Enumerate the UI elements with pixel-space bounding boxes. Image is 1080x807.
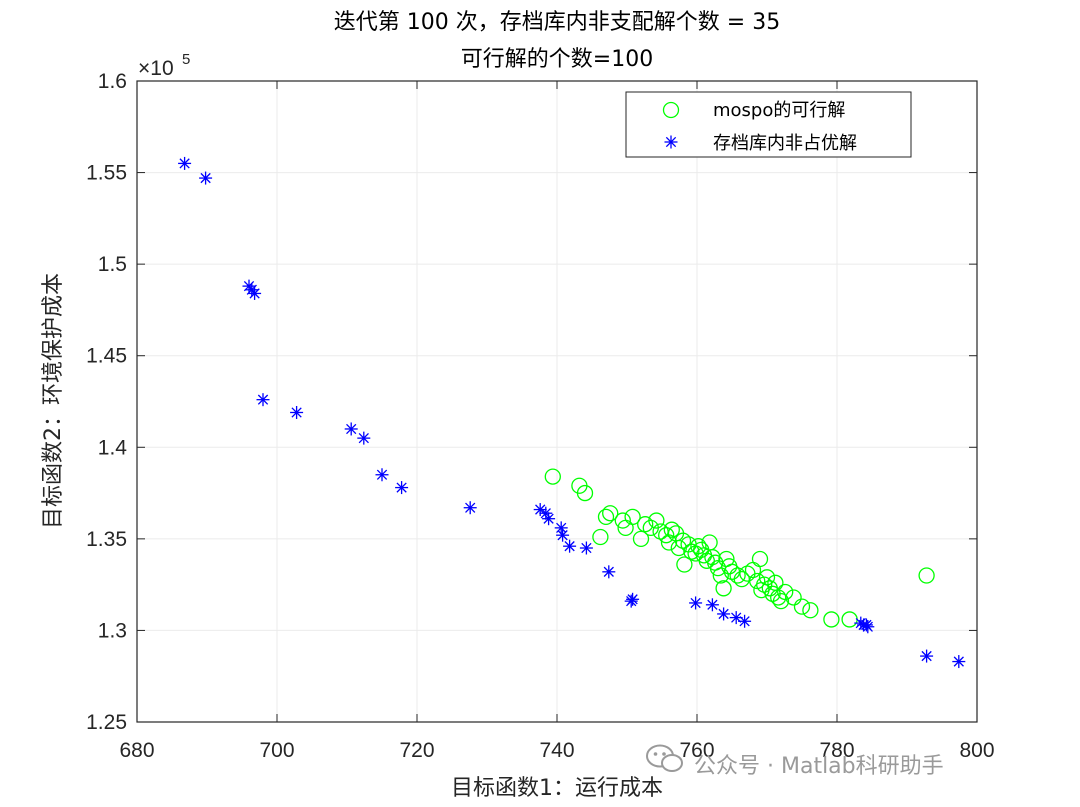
archive-solution-point	[395, 481, 409, 495]
x-tick-label: 700	[259, 739, 294, 762]
y-exponent-power: 5	[182, 51, 190, 68]
y-exponent-base: ×10	[138, 57, 174, 80]
watermark-text: 公众号 · Matlab科研助手	[694, 754, 944, 779]
legend-label-feasible: mospo的可行解	[713, 100, 845, 121]
feasible-solution-point	[637, 516, 654, 533]
archive-solution-point	[705, 598, 719, 612]
archive-solution-point	[375, 468, 389, 482]
y-tick-label: 1.35	[86, 528, 127, 551]
feasible-solution-point	[777, 583, 794, 601]
x-tick-label: 760	[679, 739, 714, 762]
feasible-solution-point	[648, 512, 665, 529]
archive-solution-point	[256, 393, 270, 407]
feasible-solution-point	[663, 521, 680, 538]
archive-solution-point	[357, 431, 371, 445]
x-tick-label: 800	[959, 739, 994, 762]
feasible-solution-point	[756, 576, 773, 593]
feasible-solution-point	[658, 527, 675, 544]
y-tick-label: 1.45	[86, 345, 127, 368]
chart-title: 迭代第 100 次，存档库内非支配解个数 = 35	[334, 10, 780, 35]
archive-solution-point	[717, 607, 731, 621]
archive-solution-point	[542, 512, 556, 526]
feasible-solution-point	[751, 550, 769, 568]
legend-asterisk-marker	[664, 135, 678, 149]
archive-solution-point	[248, 286, 262, 300]
feasible-solution-point	[576, 484, 594, 502]
feasible-solution-point	[674, 532, 692, 549]
x-tick-label: 780	[819, 739, 854, 762]
watermark: 公众号 · Matlab科研助手	[646, 744, 944, 779]
feasible-solution-point	[802, 602, 819, 619]
data-points	[178, 156, 966, 669]
y-tick-label: 1.4	[98, 436, 128, 459]
feasible-solution-point	[690, 538, 707, 555]
x-tick-label: 680	[119, 739, 154, 762]
legend-asterisk-glyph	[664, 135, 678, 149]
feasible-solution-point	[823, 611, 840, 628]
axis-ticks: 680 700 720 740 760 780 800 1.25 1.3 1.35 1.4 1.45 1…	[86, 70, 994, 762]
feasible-solution-point	[676, 556, 693, 573]
y-tick-label: 1.3	[98, 619, 127, 642]
archive-solution-point	[602, 565, 616, 579]
y-axis-label: 目标函数2：环境保护成本	[41, 273, 66, 529]
feasible-solution-point	[785, 589, 802, 606]
archive-solution-point	[626, 592, 640, 606]
archive-solution-point	[463, 501, 477, 515]
feasible-solution-point	[772, 592, 790, 610]
wechat-icon	[646, 744, 683, 772]
chart-subtitle: 可行解的个数=100	[461, 47, 653, 72]
feasible-solution-point	[918, 567, 935, 584]
legend-circle-marker	[662, 101, 680, 119]
y-exponent: ×10 5	[138, 51, 190, 80]
archive-solution-point	[178, 156, 192, 170]
feasible-solution-point	[614, 512, 631, 529]
feasible-solution-point	[592, 528, 609, 546]
archive-solution-point	[344, 422, 358, 436]
feasible-solution-point	[729, 567, 746, 584]
archive-solution-point	[199, 171, 213, 185]
archive-solution-point	[738, 614, 752, 628]
archive-solution-point	[861, 620, 875, 634]
feasible-solution-point	[544, 468, 561, 485]
feasible-solution-point	[715, 580, 732, 597]
feasible-solution-point	[758, 569, 776, 586]
x-tick-label: 720	[399, 739, 434, 762]
feasible-solution-point	[632, 530, 650, 548]
archive-solution-point	[579, 541, 593, 555]
archive-solution-point	[556, 528, 570, 542]
archive-solution-point	[689, 596, 703, 610]
y-tick-label: 1.55	[86, 162, 127, 185]
y-tick-label: 1.5	[98, 253, 127, 276]
feasible-solution-point	[793, 598, 811, 615]
feasible-solution-point	[624, 508, 641, 526]
feasible-solution-point	[597, 508, 615, 526]
y-tick-label: 1.25	[86, 711, 127, 734]
x-tick-label: 740	[539, 739, 574, 762]
archive-solution-point	[563, 539, 577, 553]
feasible-solution-point	[687, 545, 704, 562]
archive-solution-point	[290, 405, 304, 419]
feasible-solution-point	[602, 505, 619, 522]
archive-solution-point	[952, 655, 966, 669]
archive-solution-point	[920, 649, 934, 663]
feasible-solution-point	[712, 567, 729, 584]
y-tick-label: 1.6	[98, 70, 127, 93]
x-axis-label: 目标函数1：运行成本	[451, 776, 663, 801]
legend-label-archive: 存档库内非占优解	[713, 133, 857, 154]
legend: mospo的可行解 存档库内非占优解	[625, 91, 912, 158]
feasible-solution-point	[698, 552, 715, 569]
